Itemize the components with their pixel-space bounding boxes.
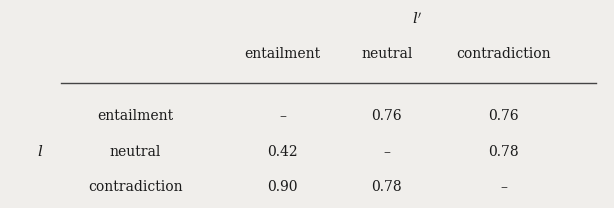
Text: 0.78: 0.78 <box>371 180 402 194</box>
Text: 0.76: 0.76 <box>488 109 519 124</box>
Text: entailment: entailment <box>244 47 321 61</box>
Text: 0.42: 0.42 <box>267 145 298 159</box>
Text: contradiction: contradiction <box>456 47 551 61</box>
Text: –: – <box>383 145 391 159</box>
Text: $l$: $l$ <box>37 144 43 159</box>
Text: entailment: entailment <box>97 109 173 124</box>
Text: 0.78: 0.78 <box>488 145 519 159</box>
Text: 0.90: 0.90 <box>267 180 298 194</box>
Text: neutral: neutral <box>361 47 413 61</box>
Text: –: – <box>279 109 286 124</box>
Text: contradiction: contradiction <box>88 180 182 194</box>
Text: $l'$: $l'$ <box>412 11 423 27</box>
Text: neutral: neutral <box>109 145 161 159</box>
Text: –: – <box>500 180 507 194</box>
Text: 0.76: 0.76 <box>371 109 402 124</box>
